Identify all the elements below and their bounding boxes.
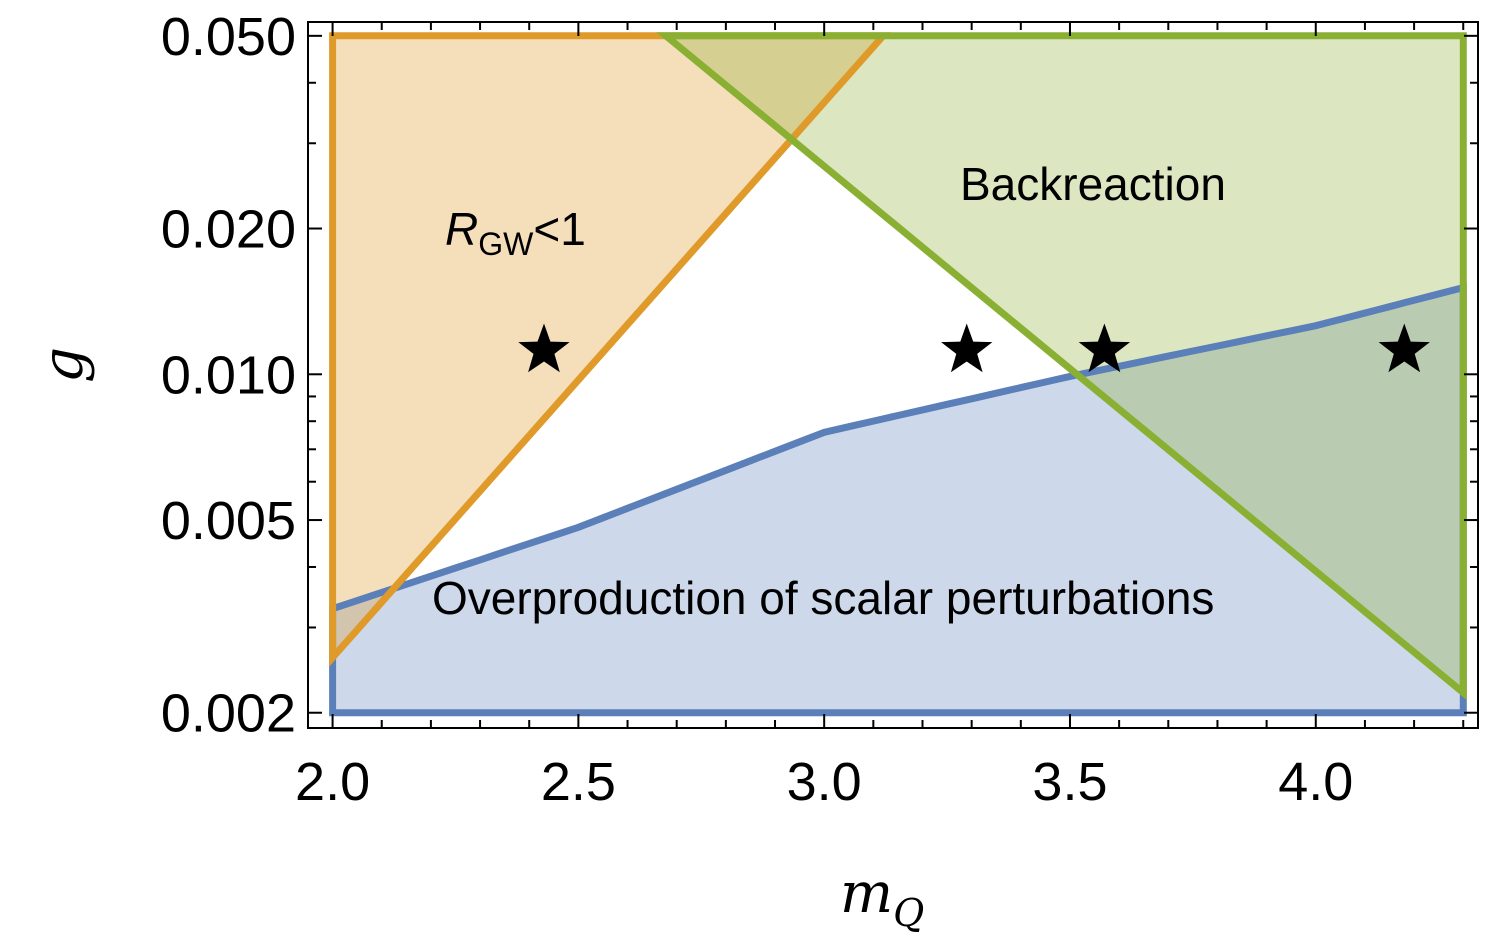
star-marker: [1078, 323, 1131, 373]
star-marker: [518, 323, 570, 373]
axis-ticks: 2.0 2.5 3.0 3.5 4.0 0.002 0.005 0.010 0.020 0.050: [161, 7, 1478, 812]
star-marker: [941, 323, 993, 373]
y-tick-label: 0.050: [161, 7, 296, 67]
overproduction-boundary: [329, 283, 1467, 717]
x-tick-label: 2.0: [295, 752, 370, 812]
backreaction-region-label: Backreaction: [960, 158, 1226, 210]
rgw-region-label: RGW<1: [445, 203, 586, 262]
region-boundaries: [329, 32, 1467, 717]
overproduction-region-fill: [332, 287, 1464, 713]
y-tick-label: 0.010: [161, 345, 296, 405]
overproduction-region-label: Overproduction of scalar perturbations: [432, 572, 1214, 624]
x-tick-label: 4.0: [1278, 752, 1353, 812]
y-axis-label: g: [31, 347, 96, 383]
benchmark-points: [518, 323, 1430, 373]
rgw-boundary: [329, 32, 891, 667]
rgw-region-fill: [332, 35, 884, 658]
x-tick-label: 3.5: [1032, 752, 1107, 812]
y-tick-label: 0.005: [161, 491, 296, 551]
x-tick-label: 2.5: [541, 752, 616, 812]
star-marker: [1378, 323, 1430, 373]
x-axis-label: mQ: [840, 861, 924, 935]
y-tick-label: 0.002: [161, 684, 296, 744]
y-tick-label: 0.020: [161, 200, 296, 260]
backreaction-boundary: [656, 32, 1467, 701]
x-tick-label: 3.0: [787, 752, 862, 812]
